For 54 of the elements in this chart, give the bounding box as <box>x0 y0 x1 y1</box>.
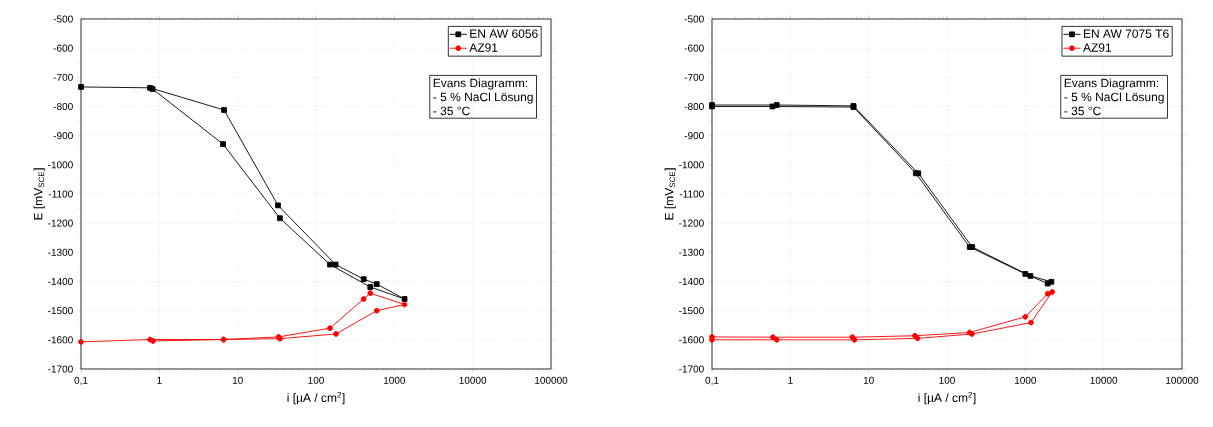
y-tick-label: -800 <box>684 102 704 111</box>
x-tick-label: 1000 <box>383 376 406 384</box>
y-tick-label: -1400 <box>679 277 704 286</box>
y-tick-label: -900 <box>53 132 73 140</box>
y-tick-label: -700 <box>53 73 73 81</box>
y-tick-label: -1500 <box>679 307 704 315</box>
y-tick-label: -600 <box>53 44 73 52</box>
y-tick-label: -1600 <box>48 336 73 344</box>
x-tick-label: 10000 <box>459 376 487 384</box>
x-tick-label: 1000 <box>1014 376 1037 384</box>
y-tick-label: -1700 <box>679 365 704 373</box>
y-tick-label: -1100 <box>48 190 73 198</box>
y-tick-label: -500 <box>53 15 73 23</box>
x-tick-label: 0,1 <box>705 376 719 386</box>
y-tick-label: -900 <box>684 132 704 140</box>
annotation: - 5 % NaCl Lösung <box>1064 92 1164 104</box>
y-tick-label: -1200 <box>48 219 73 227</box>
y-tick-label: -600 <box>684 44 704 52</box>
x-tick-label: 100000 <box>1166 376 1199 384</box>
x-axis-title: i [µA / cm$^{2}$] <box>287 391 345 405</box>
annotation: - 5 % NaCl Lösung <box>433 92 533 104</box>
annotation: Evans Diagramm: <box>433 78 528 90</box>
y-tick-label: -1400 <box>48 277 73 286</box>
y-tick-label: -800 <box>53 102 73 111</box>
x-tick-label: 100 <box>308 376 324 384</box>
x-tick-label: 10 <box>232 376 243 384</box>
y-axis-title: E [mV$_{SCE}$] <box>664 168 676 220</box>
y-tick-label: -1200 <box>679 219 704 227</box>
y-tick-label: -1300 <box>679 248 704 256</box>
y-tick-label: -1500 <box>48 307 73 315</box>
x-tick-label: 10000 <box>1090 376 1118 384</box>
y-tick-label: -1100 <box>679 190 704 198</box>
y-tick-label: -1600 <box>679 336 704 344</box>
x-tick-label: 100000 <box>535 376 568 384</box>
x-tick-label: 0,1 <box>74 376 88 386</box>
annotation: - 35 °C <box>1064 106 1101 116</box>
legend-label: EN AW 7075 T6 <box>1083 29 1169 38</box>
y-tick-label: -500 <box>684 15 704 23</box>
y-tick-label: -1300 <box>48 248 73 256</box>
y-axis-title: E [mV$_{SCE}$] <box>33 168 45 220</box>
x-tick-label: 100 <box>939 376 955 384</box>
annotation: Evans Diagramm: <box>1064 78 1159 90</box>
y-tick-label: -700 <box>684 73 704 81</box>
annotation: - 35 °C <box>433 106 470 116</box>
y-tick-label: -1700 <box>48 365 73 373</box>
legend-label: AZ91 <box>1082 43 1112 52</box>
x-tick-label: 1 <box>157 376 162 384</box>
y-tick-label: -1000 <box>679 161 704 169</box>
legend-label: EN AW 6056 <box>470 29 538 38</box>
x-tick-label: 10 <box>863 376 874 384</box>
legend-label: AZ91 <box>469 43 498 52</box>
y-tick-label: -1000 <box>48 161 73 169</box>
x-axis-title: i [µA / cm$^{2}$] <box>918 391 976 405</box>
x-tick-label: 1 <box>788 376 793 384</box>
